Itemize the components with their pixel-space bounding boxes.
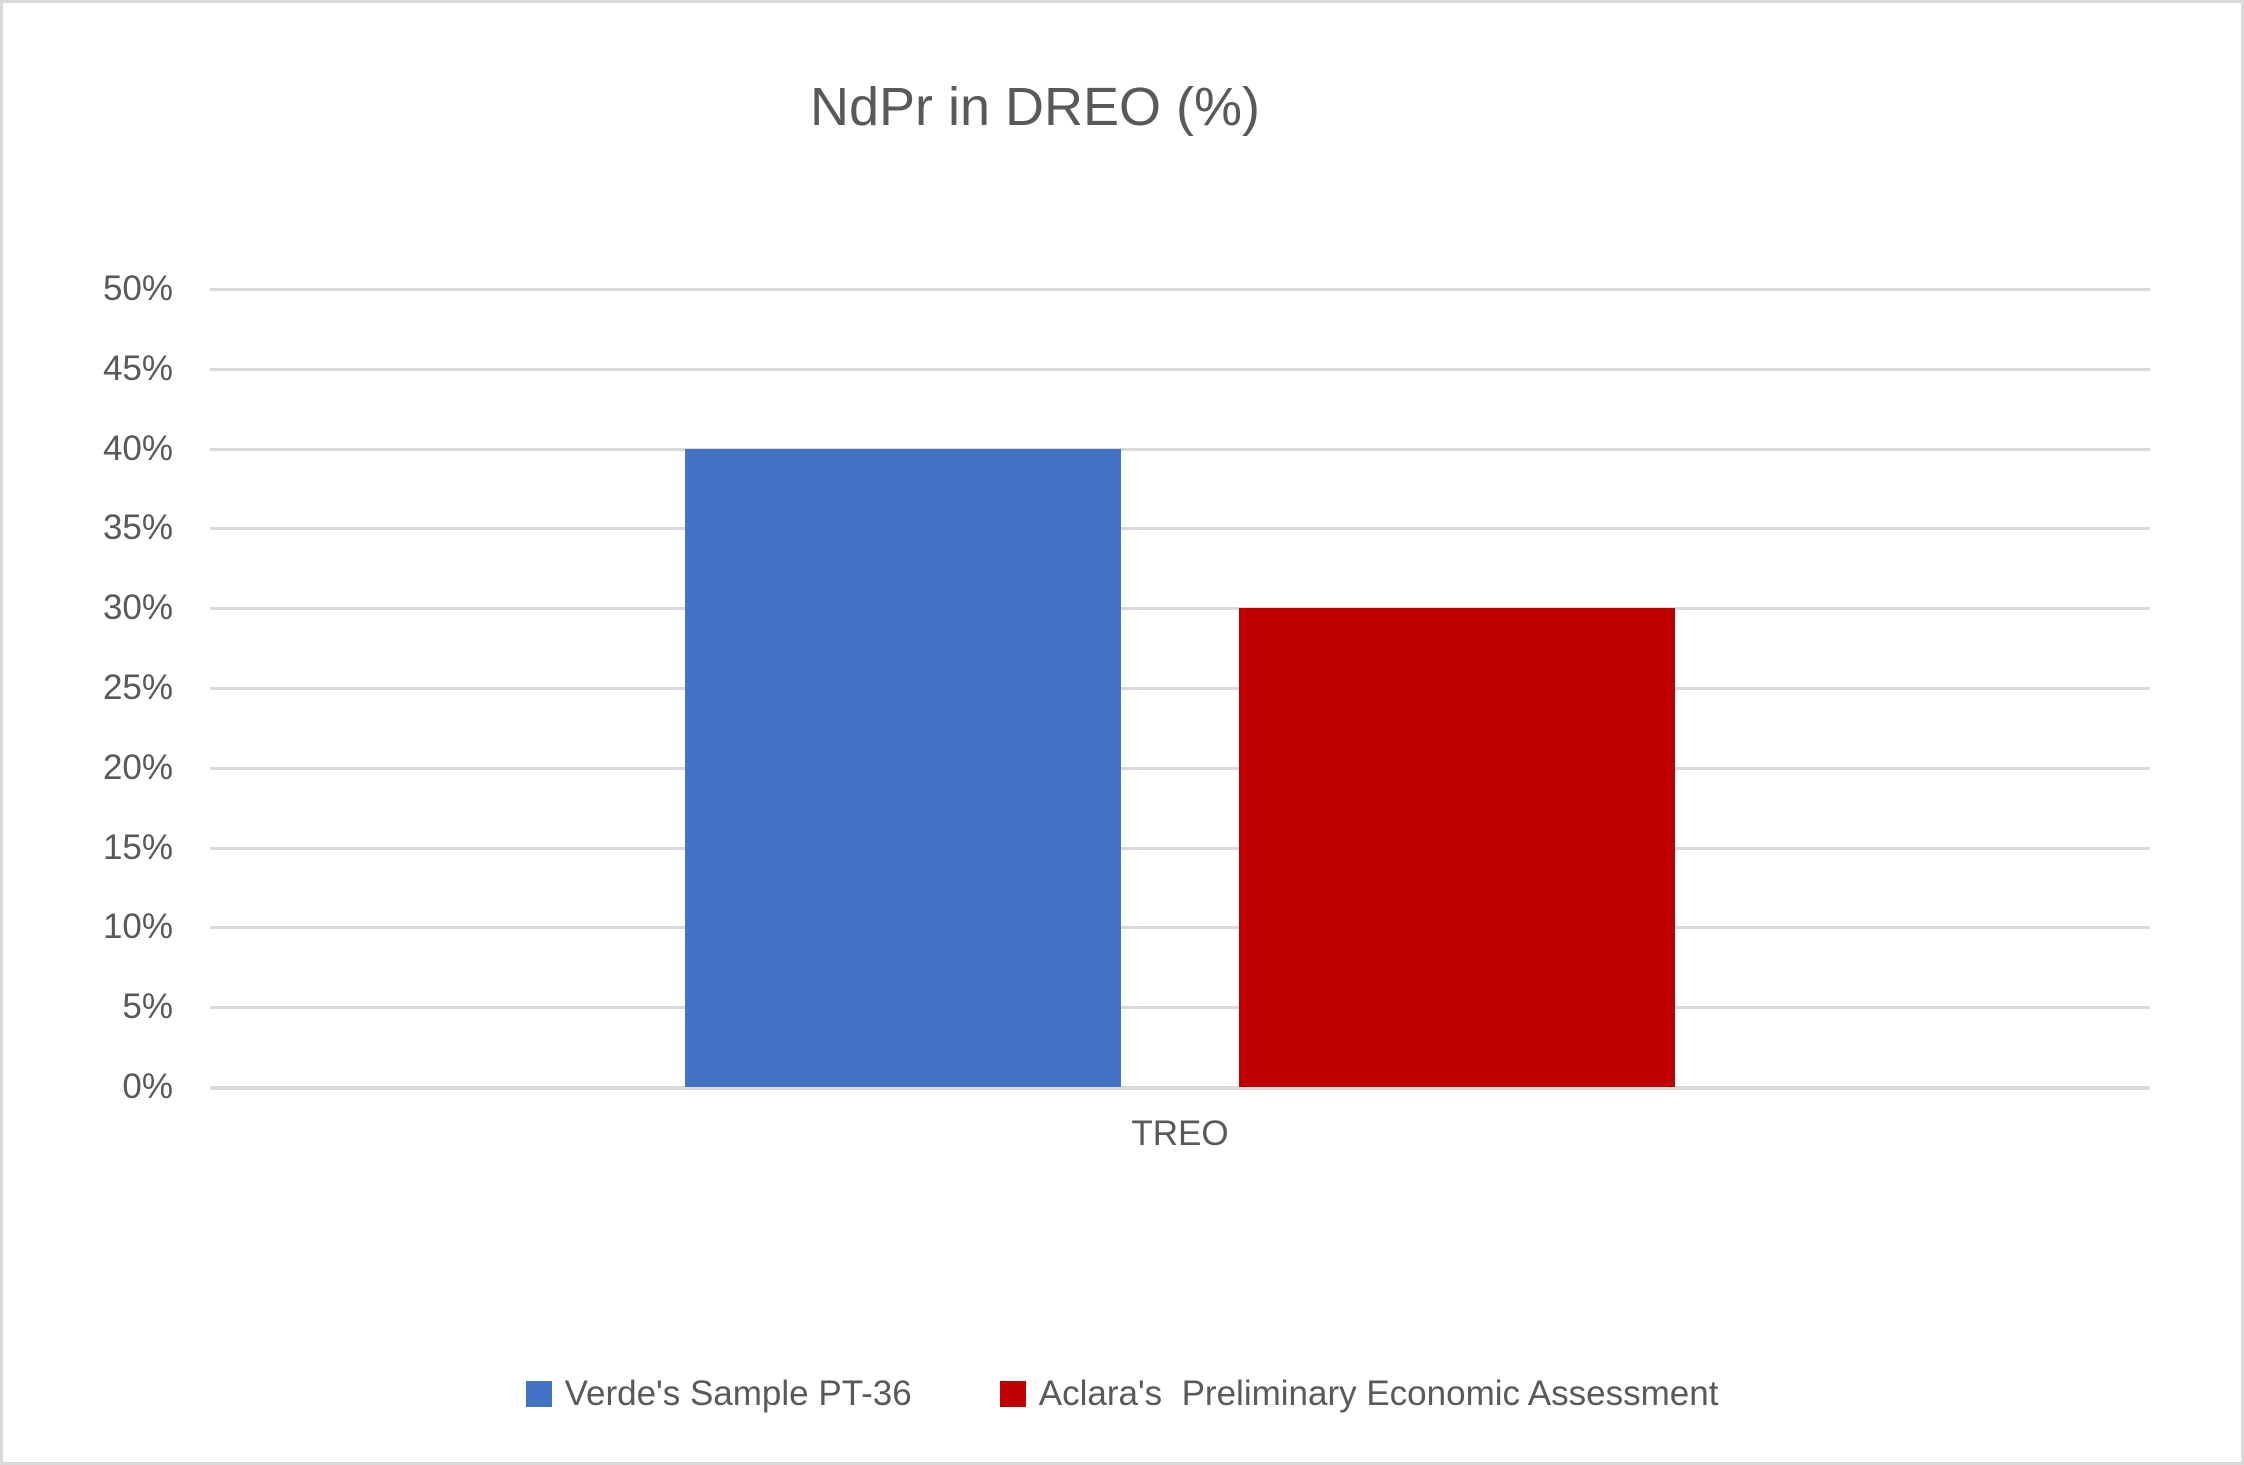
- y-tick-label: 20%: [102, 747, 173, 787]
- gridline: [210, 367, 2150, 371]
- legend-swatch-icon: [525, 1381, 552, 1408]
- bar-series-0: [685, 448, 1121, 1087]
- y-tick-label: 10%: [102, 907, 173, 947]
- x-axis-category-label: TREO: [1131, 1114, 1229, 1153]
- legend-label: Verde's Sample PT-36: [564, 1374, 912, 1413]
- gridline: [210, 1006, 2150, 1010]
- y-tick-label: 25%: [102, 668, 173, 707]
- bar-series-1: [1239, 608, 1675, 1087]
- y-tick-label: 30%: [102, 588, 173, 628]
- gridline: [210, 288, 2150, 291]
- y-tick-label: 35%: [102, 508, 173, 548]
- legend: Verde's Sample PT-36 Aclara's Preliminary…: [3, 1374, 2241, 1414]
- gridline: [210, 926, 2150, 930]
- gridline: [210, 766, 2150, 770]
- y-tick-label: 40%: [102, 428, 173, 468]
- legend-label: Aclara's Preliminary Economic Assessment: [1038, 1374, 1719, 1413]
- y-tick-label: 50%: [102, 269, 173, 308]
- gridline: [210, 527, 2150, 531]
- y-tick-label: 5%: [122, 987, 173, 1027]
- y-tick-label: 15%: [102, 827, 173, 867]
- gridline: [210, 846, 2150, 850]
- gridline: [210, 447, 2150, 451]
- legend-swatch-icon: [999, 1381, 1026, 1408]
- legend-item-1: Aclara's Preliminary Economic Assessment: [999, 1374, 1719, 1414]
- gridline: [210, 607, 2150, 611]
- chart-title: NdPr in DREO (%): [809, 77, 1261, 137]
- x-axis-line: [210, 1086, 2150, 1090]
- y-tick-label: 0%: [122, 1067, 173, 1106]
- gridline: [210, 687, 2150, 690]
- legend-item-0: Verde's Sample PT-36: [525, 1374, 912, 1414]
- y-tick-label: 45%: [102, 348, 173, 388]
